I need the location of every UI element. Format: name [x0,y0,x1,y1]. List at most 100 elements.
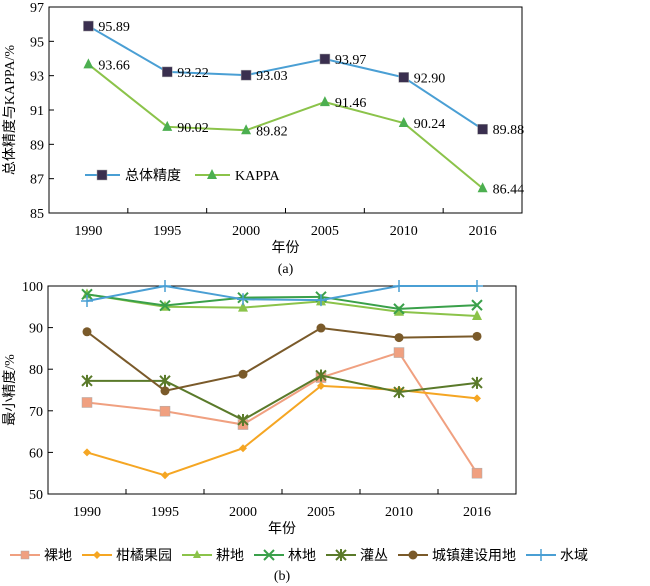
chart-b-point [81,397,93,408]
chart-b-point-shape [83,448,91,457]
chart-a-legend-marker-shape [96,169,108,181]
chart-b-point [471,299,483,311]
chart-a-ytick-label: 91 [30,104,44,119]
chart-a-xtick-label: 1990 [74,224,102,239]
chart-b-frame [47,285,517,495]
chart-a-point-shape [477,182,488,193]
chart-b-point [239,444,247,453]
chart-b-point-shape [81,294,93,307]
chart-b-legend-label: 林地 [288,548,316,564]
chart-b-legend-marker [263,549,275,561]
chart-a-data-label: 91.46 [335,96,367,111]
chart-a-caption: (a) [278,262,294,277]
chart-a-data-label: 89.82 [256,124,288,139]
chart-a-point [319,96,330,107]
chart-b-point [237,293,249,306]
chart-b-point-shape [81,288,93,301]
chart-b-point [159,405,171,417]
chart-a-data-label: 86.44 [493,182,525,197]
chart-b-legend-marker-shape [263,549,275,561]
chart-a-point-shape [477,123,488,135]
chart-a-point-shape [319,53,331,65]
chart-a-point-shape [240,69,252,81]
chart-b-point-shape [82,327,92,337]
chart-b-ytick-label: 80 [29,363,43,378]
chart-a-point [83,20,94,32]
chart-b-point [473,394,481,403]
chart-b-series-line-1 [86,384,478,477]
chart-b-point [81,374,93,387]
chart-a-series-line-0 [87,25,484,131]
chart-b-point-shape [394,333,404,343]
chart-b-point [393,303,405,315]
chart-b-point [394,333,404,343]
chart-b-ytick-label: 50 [29,488,43,503]
chart-b-ylabel: 最小精度/% [2,354,18,426]
chart-b-legend-marker-shape [93,551,101,559]
chart-a-ytick-label: 97 [30,1,44,16]
chart-b-point-shape [473,394,481,403]
chart-b-point [237,413,249,426]
chart-b-point [81,288,93,301]
chart-a-ytick-label: 85 [30,207,44,222]
chart-a-legend-label: KAPPA [235,169,281,184]
chart-b-point-shape [394,305,404,316]
chart-a-point [477,182,488,193]
chart-b-legend-marker [193,550,201,558]
chart-b-point-shape [238,301,248,312]
chart-b-xtick-label: 2000 [229,505,257,520]
chart-b-legend-marker [535,549,547,561]
chart-a-point [477,123,488,135]
chart-b-point [238,369,248,379]
chart-b-xtick-label: 1990 [73,505,101,520]
chart-a-point [398,117,409,128]
chart-b-legend-marker [335,549,347,561]
chart-b-legend-marker [93,551,101,559]
chart-b-point [161,471,169,480]
chart-a-point [398,72,409,83]
chart-a-legend-marker [207,169,217,179]
chart-a-data-label: 93.66 [98,58,129,73]
chart-a-data-label: 89.88 [493,123,525,138]
chart-a-xlabel: 年份 [272,240,300,256]
chart-b-point-shape [472,331,482,341]
chart-b-point-shape [471,299,483,311]
chart-b-point [160,386,170,396]
chart-a-point-shape [398,72,409,83]
chart-a-point-shape [83,58,94,69]
chart-b-legend-marker-shape [193,550,201,558]
chart-b-legend-marker-shape [335,549,347,561]
chart-b-series-line-3 [86,293,478,310]
chart-b-point [472,309,482,320]
chart-b-point [394,305,404,316]
chart-a-data-label: 93.03 [256,69,288,84]
chart-b-point-shape [160,386,170,396]
chart-b-series-line-0 [86,351,478,474]
chart-a-point [319,53,331,65]
chart-b-point [471,467,483,479]
chart-b-point-shape [471,376,483,389]
chart-a-point-shape [319,96,330,107]
chart-b-point-shape [472,309,482,320]
chart-a-legend-marker-shape [207,169,217,179]
chart-b-point-shape [393,303,405,315]
chart-b-ytick-label: 90 [29,322,43,337]
chart-a-legend-marker [96,169,108,181]
chart-b-legend-label: 柑橘果园 [116,548,172,564]
chart-a-ylabel: 总体精度与KAPPA/% [2,45,18,176]
chart-a-data-label: 93.22 [177,66,209,81]
chart-b-legend-label: 耕地 [216,547,244,564]
chart-a-xtick-label: 2016 [469,224,497,239]
chart-a-data-label: 92.90 [414,71,446,86]
chart-a-series-line-1 [87,63,484,190]
chart-b-xtick-label: 2010 [385,505,413,520]
chart-b-ytick-label: 100 [22,280,43,295]
chart-b-point [471,376,483,389]
chart-a-legend-label: 总体精度 [125,168,181,184]
chart-b-series-line-5 [86,326,478,392]
chart-a-frame [48,6,523,214]
chart-b-point-shape [393,280,405,292]
chart-b-point-shape [238,369,248,379]
chart-b-point-shape [161,471,169,480]
chart-b-point [159,374,171,387]
